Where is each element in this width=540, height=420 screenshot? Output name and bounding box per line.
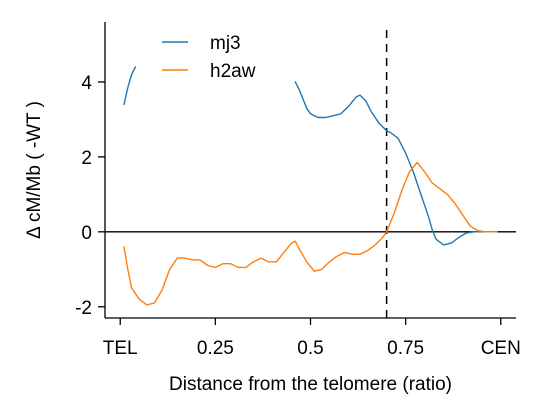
x-tick-label: CEN — [481, 338, 521, 359]
x-tick-label: 0.5 — [297, 338, 323, 359]
series-line-mj3 — [124, 67, 135, 104]
y-tick-label: -2 — [75, 298, 92, 319]
y-tick-label: 0 — [81, 223, 92, 244]
y-tick-label: 2 — [81, 148, 92, 169]
x-axis-title: Distance from the telomere (ratio) — [169, 374, 452, 395]
y-ticks: -2 0 2 4 — [75, 73, 105, 319]
y-axis-title: Δ cM/Mb ( -WT ) — [24, 101, 45, 239]
x-ticks: TEL 0.25 0.5 0.75 CEN — [103, 318, 521, 359]
legend-label-mj3: mj3 — [210, 33, 241, 54]
y-tick-label: 4 — [81, 73, 92, 94]
series-layer — [124, 67, 497, 305]
x-tick-label: 0.75 — [387, 338, 424, 359]
reference-lines — [105, 30, 516, 318]
x-tick-label: 0.25 — [197, 338, 234, 359]
series-line-h2aw — [124, 163, 497, 305]
legend: mj3 h2aw — [162, 33, 256, 82]
legend-label-h2aw: h2aw — [210, 61, 256, 82]
axes: TEL 0.25 0.5 0.75 CEN -2 0 2 4 — [75, 22, 521, 359]
x-tick-label: TEL — [103, 338, 138, 359]
